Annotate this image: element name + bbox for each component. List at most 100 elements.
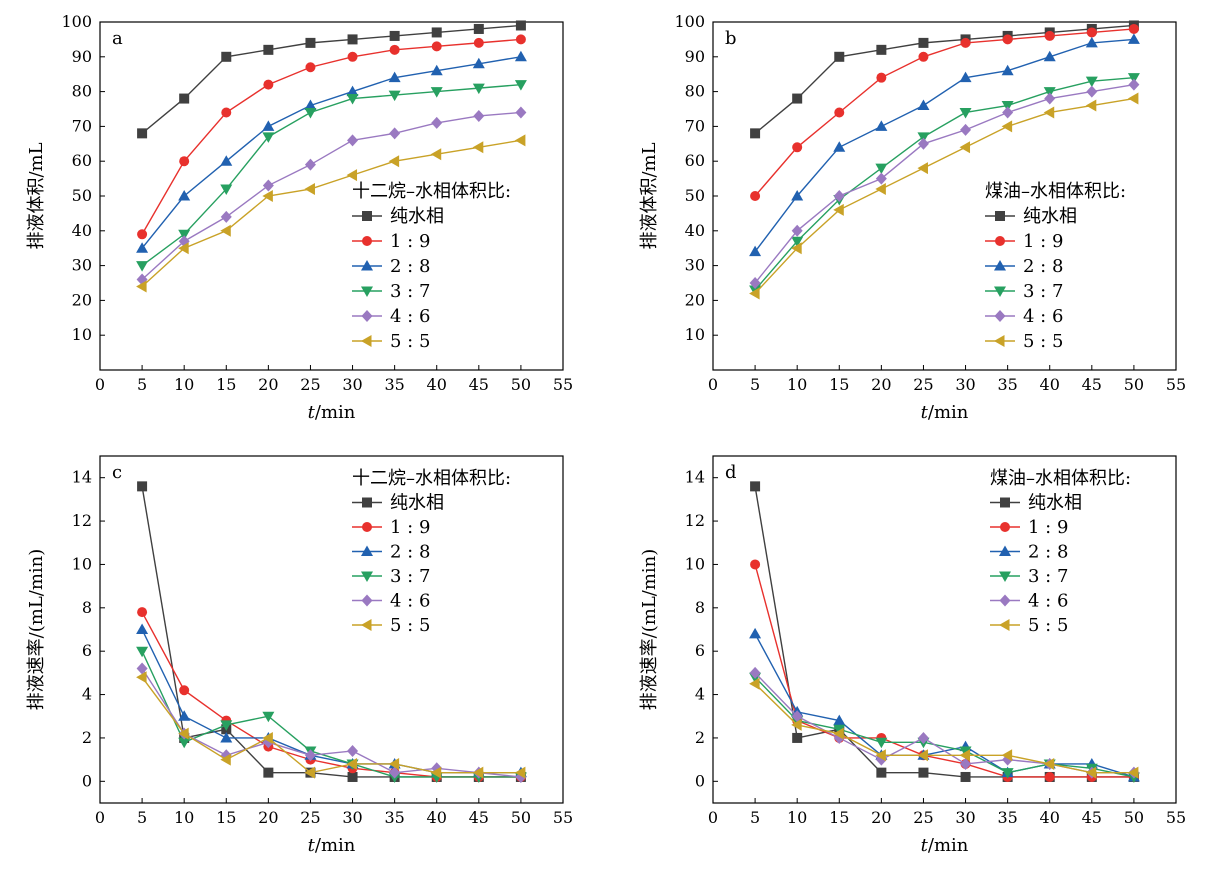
y-tick-label: 6 <box>82 641 92 660</box>
series-line <box>141 24 521 134</box>
data-point <box>347 771 358 782</box>
data-point <box>960 757 972 770</box>
data-point <box>304 107 317 119</box>
series-line <box>754 486 1134 778</box>
data-point <box>959 749 971 762</box>
x-tick-label: 0 <box>708 808 718 827</box>
data-point <box>1128 78 1140 91</box>
legend-label: 纯水相 <box>390 493 444 514</box>
y-tick-label: 100 <box>674 12 705 31</box>
series-4 <box>136 662 527 783</box>
legend-label: 4 : 6 <box>390 306 430 327</box>
series-4 <box>136 106 527 286</box>
data-point <box>136 671 147 684</box>
x-tick-label: 45 <box>1082 375 1102 394</box>
legend-label: 4 : 6 <box>390 591 430 612</box>
data-point <box>1043 50 1056 62</box>
data-point <box>431 116 443 129</box>
legend-marker <box>1000 522 1010 532</box>
data-point <box>388 71 401 83</box>
data-point <box>1002 34 1013 45</box>
data-point <box>178 737 191 749</box>
y-tick-label: 30 <box>72 256 92 275</box>
y-tick-label: 10 <box>685 325 705 344</box>
x-tick-label: 20 <box>258 808 278 827</box>
legend-title: 煤油–水相体积比: <box>990 468 1131 489</box>
x-tick-label: 45 <box>469 808 489 827</box>
data-point <box>514 80 527 91</box>
x-axis-label: t/min <box>308 402 356 423</box>
x-tick-label: 25 <box>300 808 320 827</box>
data-point <box>304 99 317 111</box>
series-5 <box>136 134 526 293</box>
data-point <box>221 51 232 62</box>
data-point <box>472 141 484 154</box>
series-1 <box>137 34 526 240</box>
y-tick-label: 80 <box>72 82 92 101</box>
data-point <box>178 710 191 721</box>
data-point <box>792 142 803 153</box>
legend-item: 5 : 5 <box>985 331 1063 352</box>
legend-item: 4 : 6 <box>352 306 430 327</box>
data-point <box>749 287 760 300</box>
data-point <box>262 132 275 143</box>
data-point <box>1043 87 1056 98</box>
series-line <box>754 97 1135 294</box>
series-line <box>141 38 521 235</box>
x-tick-label: 25 <box>913 808 933 827</box>
data-point <box>347 744 359 757</box>
legend-title: 十二烷–水相体积比: <box>352 181 511 202</box>
x-tick-label: 45 <box>469 375 489 394</box>
data-point <box>918 37 929 48</box>
legend-marker <box>362 497 372 508</box>
y-axis-label: 排液体积/mL <box>639 142 660 249</box>
legend-label: 3 : 7 <box>1023 281 1063 302</box>
data-point <box>179 156 190 167</box>
chart-panel-c: c 0 5 10 15 20 25 30 35 40 45 50 55 0 2 4 6 8 10 12 14 t/min 排… <box>26 455 573 856</box>
y-tick-label: 12 <box>685 511 705 530</box>
legend-marker <box>1000 497 1010 508</box>
x-tick-label: 10 <box>787 808 807 827</box>
x-axis-label-var: t <box>921 402 929 423</box>
data-point <box>220 224 231 237</box>
data-point <box>833 190 845 202</box>
series-4 <box>749 78 1140 289</box>
series-line <box>754 83 1135 284</box>
data-point <box>1001 749 1013 762</box>
x-tick-label: 0 <box>95 808 105 827</box>
legend-item: 5 : 5 <box>352 615 430 636</box>
data-point <box>1044 30 1055 41</box>
x-tick-label: 25 <box>913 375 933 394</box>
data-point <box>515 106 527 119</box>
x-tick-label: 10 <box>787 375 807 394</box>
data-point <box>792 93 803 104</box>
data-point <box>388 155 400 168</box>
data-point <box>749 627 762 639</box>
x-tick-label: 20 <box>258 375 278 394</box>
data-point <box>750 128 761 139</box>
data-point <box>791 224 803 237</box>
series-2 <box>136 623 527 778</box>
legend-marker <box>362 211 372 221</box>
x-tick-label: 50 <box>511 375 531 394</box>
data-point <box>262 711 275 723</box>
data-point <box>1086 27 1097 38</box>
legend-label: 纯水相 <box>1028 493 1082 514</box>
legend-item: 2 : 8 <box>352 542 430 563</box>
data-point <box>431 27 442 38</box>
series-line <box>141 611 521 778</box>
y-axis-label: 排液速率/(mL/min) <box>26 549 47 711</box>
series-5 <box>136 671 526 779</box>
series-1 <box>750 23 1139 201</box>
legend-marker <box>999 594 1011 607</box>
series-3 <box>749 672 1140 783</box>
legend-item: 纯水相 <box>352 206 444 227</box>
y-tick-label: 90 <box>685 47 705 66</box>
legend-label: 纯水相 <box>1023 206 1077 227</box>
data-point <box>1001 768 1014 779</box>
x-tick-label: 40 <box>427 808 447 827</box>
y-tick-label: 40 <box>72 221 92 240</box>
series-line <box>754 76 1134 291</box>
legend-label: 2 : 8 <box>1023 256 1063 277</box>
x-tick-label: 55 <box>1166 375 1186 394</box>
